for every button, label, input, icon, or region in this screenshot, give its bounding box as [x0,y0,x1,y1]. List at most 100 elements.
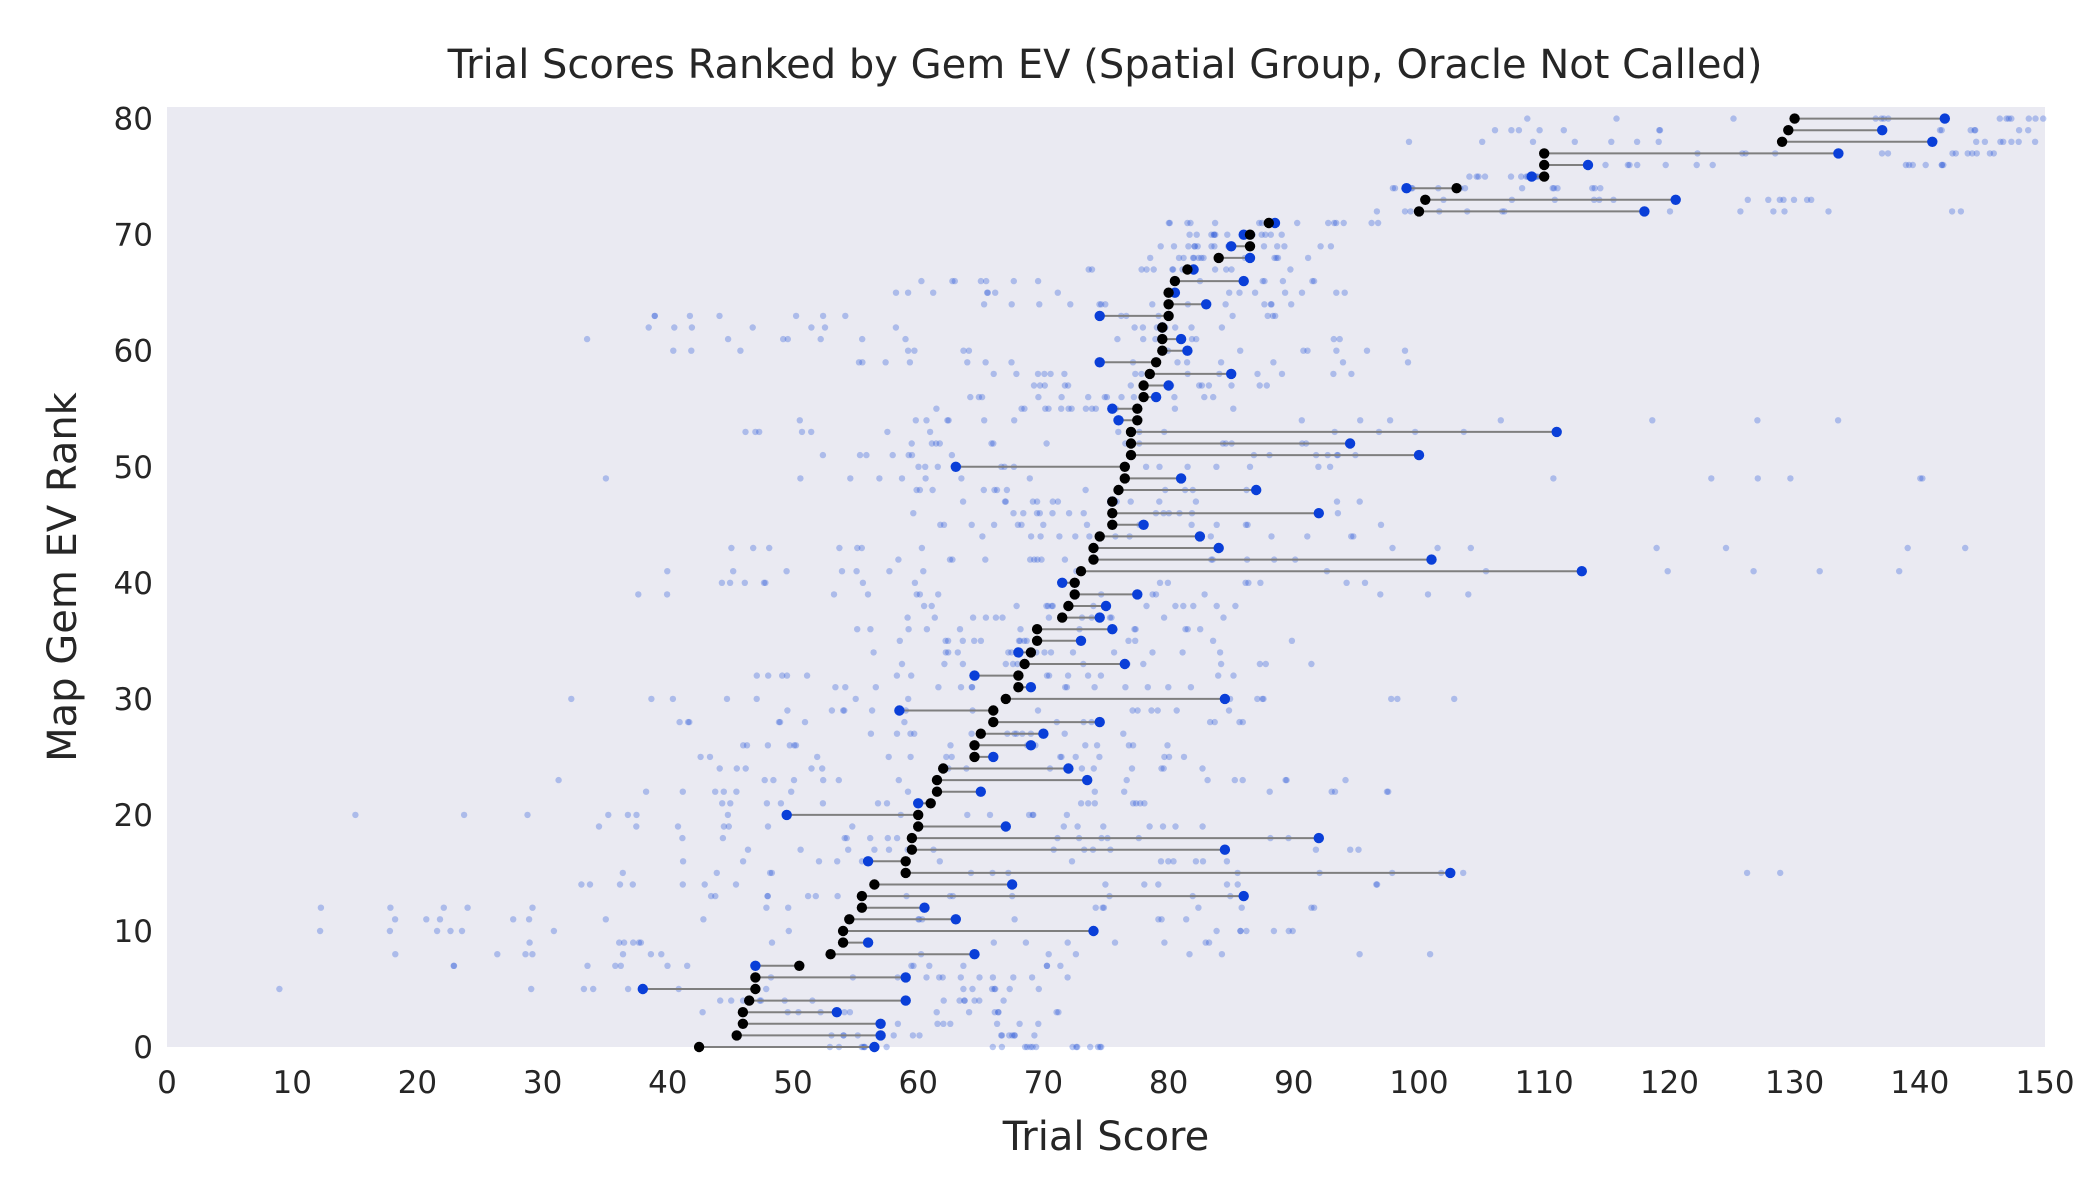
trial-point [2031,138,2039,145]
trial-point [674,823,682,830]
trial-point [1754,475,1762,482]
trial-point [1134,707,1141,714]
ev-point [1031,624,1043,635]
trial-point [716,312,723,320]
trial-point [892,289,900,296]
trial-point [1009,660,1017,668]
trial-point [1261,277,1268,285]
x-tick-label: 120 [1640,1065,1699,1101]
trial-point [1098,301,1105,308]
trial-point [1171,393,1178,401]
trial-point [1289,927,1296,935]
trial-point [894,1020,902,1027]
trial-point [1008,649,1015,656]
trial-point [1156,498,1163,505]
trial-point [1078,765,1086,772]
ev-point [969,751,980,763]
trial-point [741,579,748,586]
trial-point [1385,788,1392,795]
trial-point [1017,626,1024,633]
trial-point [1069,649,1077,656]
trial-point [834,858,841,865]
trial-point [1258,231,1265,238]
y-tick-label: 50 [114,450,153,486]
trial-point [1388,695,1395,703]
trial-point [1333,498,1341,505]
trial-point [1342,776,1349,784]
trial-point [989,1043,996,1051]
trial-point [1223,266,1230,273]
trial-point [1308,904,1315,911]
trial-point [1467,544,1475,552]
trial-point [1298,289,1306,296]
trial-point [1172,823,1179,830]
trial-point [819,451,827,459]
trial-point [679,834,686,842]
trial-point [1049,498,1057,505]
trial-point [1722,544,1730,552]
trial-point [1518,185,1526,192]
trial-point [1170,858,1177,865]
trial-point [529,904,536,911]
y-tick-label: 20 [114,798,153,834]
trial-point [1524,115,1531,122]
trial-point [1279,277,1287,285]
trial-point [981,417,988,424]
trial-point [874,800,882,807]
trial-point [871,846,878,853]
ev-point [1138,391,1149,403]
trial-point [1938,127,1945,134]
trial-point [1220,614,1227,621]
trial-point [1102,301,1109,308]
ev-point [1125,449,1137,461]
trial-point [1304,254,1312,262]
trial-point [939,974,946,981]
trial-point [1122,684,1129,691]
trial-point [991,985,998,993]
trial-point [1272,312,1279,320]
ev-point [1144,368,1156,380]
trial-point [859,359,866,366]
trial-point [1373,208,1381,215]
trial-point [1571,138,1579,145]
trial-point [1709,161,1716,169]
trial-point [555,776,562,784]
ev-point [1069,589,1080,600]
trial-point [1138,266,1145,273]
highlight-point [1088,925,1099,937]
trial-point [1288,301,1295,308]
trial-point [948,451,956,459]
y-tick-label: 40 [114,566,153,602]
trial-point [1169,266,1177,273]
trial-point [1662,161,1669,169]
trial-point [1196,382,1203,389]
trial-point [1281,289,1289,296]
trial-point [1878,150,1886,157]
trial-point [753,695,760,703]
trial-point [1208,231,1215,238]
trial-point [1074,823,1081,830]
trial-point [910,510,917,517]
trial-point [841,1009,848,1016]
trial-point [1257,579,1264,586]
trial-point [1127,498,1134,505]
highlight-point [1063,763,1074,774]
ev-point [1420,194,1431,205]
trial-point [1300,347,1307,354]
trial-point [684,962,691,969]
trial-point [1254,370,1261,378]
trial-point [838,568,846,575]
trial-point [1058,753,1065,761]
trial-point [1386,417,1394,424]
trial-point [1165,219,1173,227]
trial-point [1228,266,1235,273]
trial-point [1199,823,1206,830]
trial-point [1626,161,1633,169]
trial-point [676,718,683,726]
trial-point [1174,359,1181,366]
trial-point [1011,1032,1018,1039]
trial-point [1259,695,1266,703]
ev-point [837,937,849,948]
trial-point [645,324,652,331]
trial-point [916,486,924,494]
